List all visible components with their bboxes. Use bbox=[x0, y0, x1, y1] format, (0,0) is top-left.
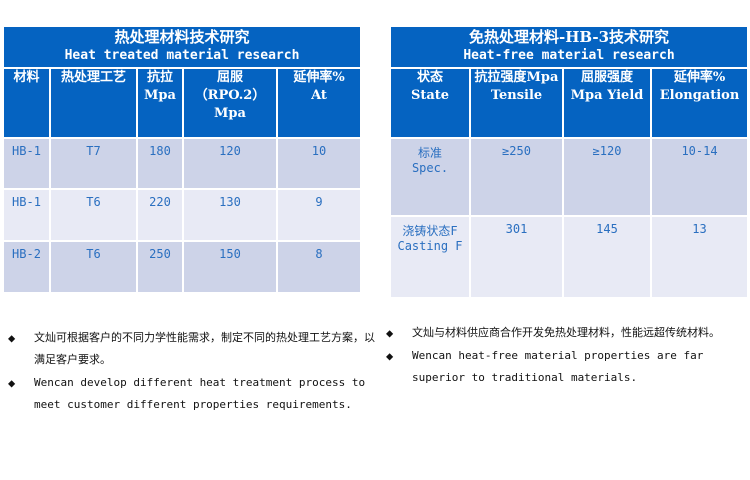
table-row: 标准 Spec. ≥250 ≥120 10-14 bbox=[391, 139, 747, 215]
header-state: 状态 State bbox=[391, 69, 469, 137]
heat-treated-table: 热处理材料技术研究 Heat treated material research … bbox=[2, 25, 362, 294]
title-en: Heat treated material research bbox=[64, 48, 300, 63]
title-zh: 热处理材料技术研究 bbox=[114, 28, 250, 46]
diamond-bullet-icon: ◆ bbox=[8, 331, 16, 345]
table-row: HB-1 T6 220 130 9 bbox=[4, 190, 360, 240]
title-zh: 免热处理材料-HB-3技术研究 bbox=[468, 28, 670, 46]
note-right: ◆ 文灿与材料供应商合作开发免热处理材料，性能远超传统材料。 ◆ Wencan he… bbox=[386, 322, 750, 389]
table-row: 浇铸状态F Casting F 301 145 13 bbox=[391, 217, 747, 297]
heat-free-table: 免热处理材料-HB-3技术研究 Heat-free material resear… bbox=[389, 25, 749, 299]
diamond-bullet-icon: ◆ bbox=[8, 376, 16, 390]
header-process: 热处理工艺 bbox=[51, 69, 136, 137]
header-material: 材料 bbox=[4, 69, 49, 137]
table-row: HB-2 T6 250 150 8 bbox=[4, 242, 360, 292]
table-title: 免热处理材料-HB-3技术研究 Heat-free material resear… bbox=[391, 27, 747, 67]
table-row: HB-1 T7 180 120 10 bbox=[4, 139, 360, 188]
header-yield: 屈服强度 Mpa Yield bbox=[564, 69, 650, 137]
header-yield: 屈服 （RPO.2） Mpa bbox=[184, 69, 276, 137]
diamond-bullet-icon: ◆ bbox=[386, 326, 394, 340]
diamond-bullet-icon: ◆ bbox=[386, 349, 394, 363]
table-title: 热处理材料技术研究 Heat treated material research bbox=[4, 27, 360, 67]
note-left: ◆ 文灿可根据客户的不同力学性能需求，制定不同的热处理工艺方案，以满足客户要求。 … bbox=[8, 327, 379, 416]
header-tensile: 抗拉 Mpa bbox=[138, 69, 182, 137]
title-en: Heat-free material research bbox=[463, 48, 675, 63]
header-elongation: 延伸率% At bbox=[278, 69, 360, 137]
header-tensile: 抗拉强度Mpa Tensile bbox=[471, 69, 562, 137]
header-elongation: 延伸率% Elongation bbox=[652, 69, 747, 137]
